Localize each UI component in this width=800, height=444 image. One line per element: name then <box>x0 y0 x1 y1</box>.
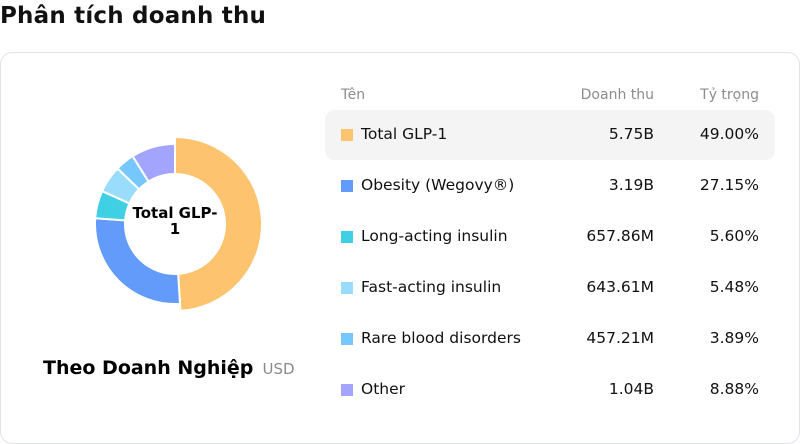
row-name: Obesity (Wegovy®) <box>361 176 515 194</box>
row-name: Long-acting insulin <box>361 227 508 245</box>
color-swatch-icon <box>341 384 353 396</box>
row-revenue: 5.75B <box>608 125 654 143</box>
donut-segment[interactable] <box>131 142 176 183</box>
row-name: Fast-acting insulin <box>361 278 502 296</box>
table-row[interactable]: Rare blood disorders 457.21M 3.89% <box>325 314 775 364</box>
row-revenue: 643.61M <box>586 278 654 296</box>
column-header-name: Tên <box>341 87 366 103</box>
row-share: 8.88% <box>709 380 759 398</box>
row-revenue: 3.19B <box>608 176 654 194</box>
color-swatch-icon <box>341 333 353 345</box>
row-share: 27.15% <box>699 176 759 194</box>
table-body: Total GLP-1 5.75B 49.00% Obesity (Wegovy®) 3… <box>325 110 775 415</box>
row-revenue: 1.04B <box>608 380 654 398</box>
table-row[interactable]: Fast-acting insulin 643.61M 5.48% <box>325 263 775 313</box>
donut-center-label: Total GLP- 1 <box>115 205 235 237</box>
center-label-line1: Total GLP- <box>132 204 218 222</box>
color-swatch-icon <box>341 282 353 294</box>
chart-caption-title: Theo Doanh Nghiệp <box>43 357 254 379</box>
color-swatch-icon <box>341 180 353 192</box>
revenue-table: Tên Doanh thu Tỷ trọng Total GLP-1 5.75B 4… <box>325 80 775 416</box>
row-share: 49.00% <box>699 125 759 143</box>
row-share: 5.48% <box>709 278 759 296</box>
table-row[interactable]: Other 1.04B 8.88% <box>325 365 775 415</box>
page-title: Phân tích doanh thu <box>0 3 267 29</box>
color-swatch-icon <box>341 231 353 243</box>
row-revenue: 657.86M <box>586 227 654 245</box>
donut-chart[interactable] <box>0 0 320 444</box>
donut-segment[interactable] <box>174 135 263 312</box>
chart-caption: Theo Doanh Nghiệp USD <box>43 357 295 379</box>
column-header-share: Tỷ trọng <box>700 87 759 103</box>
row-share: 5.60% <box>709 227 759 245</box>
center-label-line2: 1 <box>169 220 181 238</box>
table-row[interactable]: Obesity (Wegovy®) 3.19B 27.15% <box>325 161 775 211</box>
table-header: Tên Doanh thu Tỷ trọng <box>325 80 775 110</box>
row-name: Rare blood disorders <box>361 329 521 347</box>
row-name: Other <box>361 380 406 398</box>
row-share: 3.89% <box>709 329 759 347</box>
column-header-revenue: Doanh thu <box>580 87 654 103</box>
row-name: Total GLP-1 <box>361 125 448 143</box>
row-revenue: 457.21M <box>586 329 654 347</box>
table-row[interactable]: Long-acting insulin 657.86M 5.60% <box>325 212 775 262</box>
color-swatch-icon <box>341 129 353 141</box>
currency-unit: USD <box>262 360 295 378</box>
donut-chart-area: Total GLP- 1 Theo Doanh Nghiệp USD <box>0 0 320 444</box>
table-row[interactable]: Total GLP-1 5.75B 49.00% <box>325 110 775 160</box>
